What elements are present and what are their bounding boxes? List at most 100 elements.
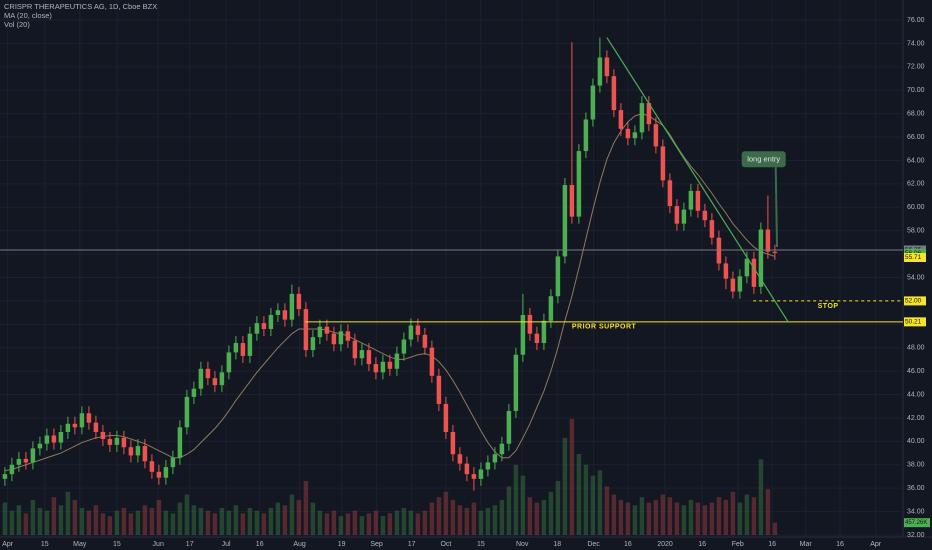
volume-bar <box>2 502 8 535</box>
candle-body <box>765 229 771 252</box>
volume-bar <box>499 499 505 535</box>
volume-bar <box>709 502 715 535</box>
candle-body <box>23 458 29 463</box>
volume-bar <box>149 508 155 535</box>
volume-bar <box>422 510 428 535</box>
candle-body <box>394 353 400 369</box>
volume-bar <box>345 513 351 535</box>
y-tick-label: 70.00 <box>907 87 925 94</box>
y-tick-label: 48.00 <box>907 345 925 352</box>
volume-bar <box>58 505 64 535</box>
candle-body <box>436 375 442 404</box>
candle-body <box>744 258 750 277</box>
candle-body <box>352 340 358 359</box>
candle-body <box>366 350 372 365</box>
callout-box <box>741 151 786 168</box>
candle-body <box>401 339 407 354</box>
candle-body <box>156 471 162 478</box>
volume-bar <box>373 510 379 535</box>
x-tick-label: 17 <box>186 541 194 548</box>
candle-body <box>737 276 743 292</box>
x-tick-label: Apr <box>2 541 14 548</box>
candle-body <box>9 464 15 475</box>
candle-body <box>100 432 106 440</box>
candle-body <box>331 333 337 345</box>
volume-bar <box>765 489 771 535</box>
candle-body <box>464 463 470 475</box>
candle-body <box>618 110 624 129</box>
candle-body <box>562 185 568 257</box>
volume-bar <box>387 513 393 535</box>
volume-bar <box>583 464 589 535</box>
x-tick-label: May <box>73 541 87 548</box>
volume-bar <box>639 497 645 535</box>
price-label: 52.00 <box>905 298 922 305</box>
callout-arrow <box>774 167 778 248</box>
price-label-bg <box>904 296 926 306</box>
candle-body <box>30 448 36 463</box>
x-tick-label: Apr <box>870 541 882 548</box>
volume-bar <box>555 481 561 535</box>
candle-body <box>93 422 99 432</box>
candle-body <box>296 293 302 310</box>
candle-body <box>723 263 729 279</box>
volume-bar <box>604 486 610 535</box>
candle-body <box>499 443 505 455</box>
candle-body <box>429 347 435 376</box>
volume-bar <box>513 464 519 535</box>
volume-bar <box>758 459 764 535</box>
volume-bar <box>653 499 659 535</box>
candle-body <box>121 437 127 448</box>
x-tick-label: Jun <box>153 541 164 548</box>
candle-body <box>79 413 85 428</box>
candle-body <box>667 180 673 207</box>
volume-bar <box>16 505 22 535</box>
price-line-text: STOP <box>818 303 839 310</box>
candle-body <box>681 209 687 224</box>
volume-bar <box>702 505 708 535</box>
volume-bar <box>632 505 638 535</box>
candle-body <box>674 206 680 224</box>
candle-body <box>534 333 540 344</box>
volume-bar <box>660 494 666 535</box>
volume-bar <box>562 437 568 535</box>
x-tick-label: 16 <box>624 541 632 548</box>
volume-bar <box>86 510 92 535</box>
volume-bar <box>464 508 470 535</box>
y-tick-label: 54.00 <box>907 274 925 281</box>
volume-bar <box>667 497 673 535</box>
volume-bar <box>114 510 120 535</box>
volume-bar <box>317 510 323 535</box>
candle-body <box>772 251 778 253</box>
volume-bar <box>219 508 225 535</box>
y-tick-label: 64.00 <box>907 157 925 164</box>
volume-bar <box>331 510 337 535</box>
candle-body <box>177 427 183 458</box>
x-tick-label: Aug <box>293 541 306 548</box>
candle-body <box>597 57 603 86</box>
volume-bar <box>338 516 344 535</box>
candle-body <box>37 443 43 449</box>
candle-body <box>191 388 197 397</box>
volume-bar <box>268 508 274 535</box>
x-tick-label: 15 <box>41 541 49 548</box>
volume-bar <box>79 508 85 535</box>
candle-body <box>261 323 267 329</box>
volume-bar <box>254 510 260 535</box>
candle-body <box>128 447 134 456</box>
volume-bar <box>65 491 71 535</box>
volume-bar <box>506 486 512 535</box>
volume-bar <box>394 510 400 535</box>
volume-bar <box>275 502 281 535</box>
x-tick-label: Nov <box>516 541 529 548</box>
legend: CRISPR THERAPEUTICS AG, 1D, Cboe BZX MA … <box>4 2 157 29</box>
volume-bar <box>674 502 680 535</box>
candle-body <box>324 326 330 334</box>
volume-bar <box>380 516 386 535</box>
volume-bar <box>30 499 36 535</box>
candle-body <box>611 76 617 111</box>
y-tick-label: 42.00 <box>907 415 925 422</box>
x-tick-label: Oct <box>440 541 451 548</box>
candle-body <box>471 474 477 479</box>
